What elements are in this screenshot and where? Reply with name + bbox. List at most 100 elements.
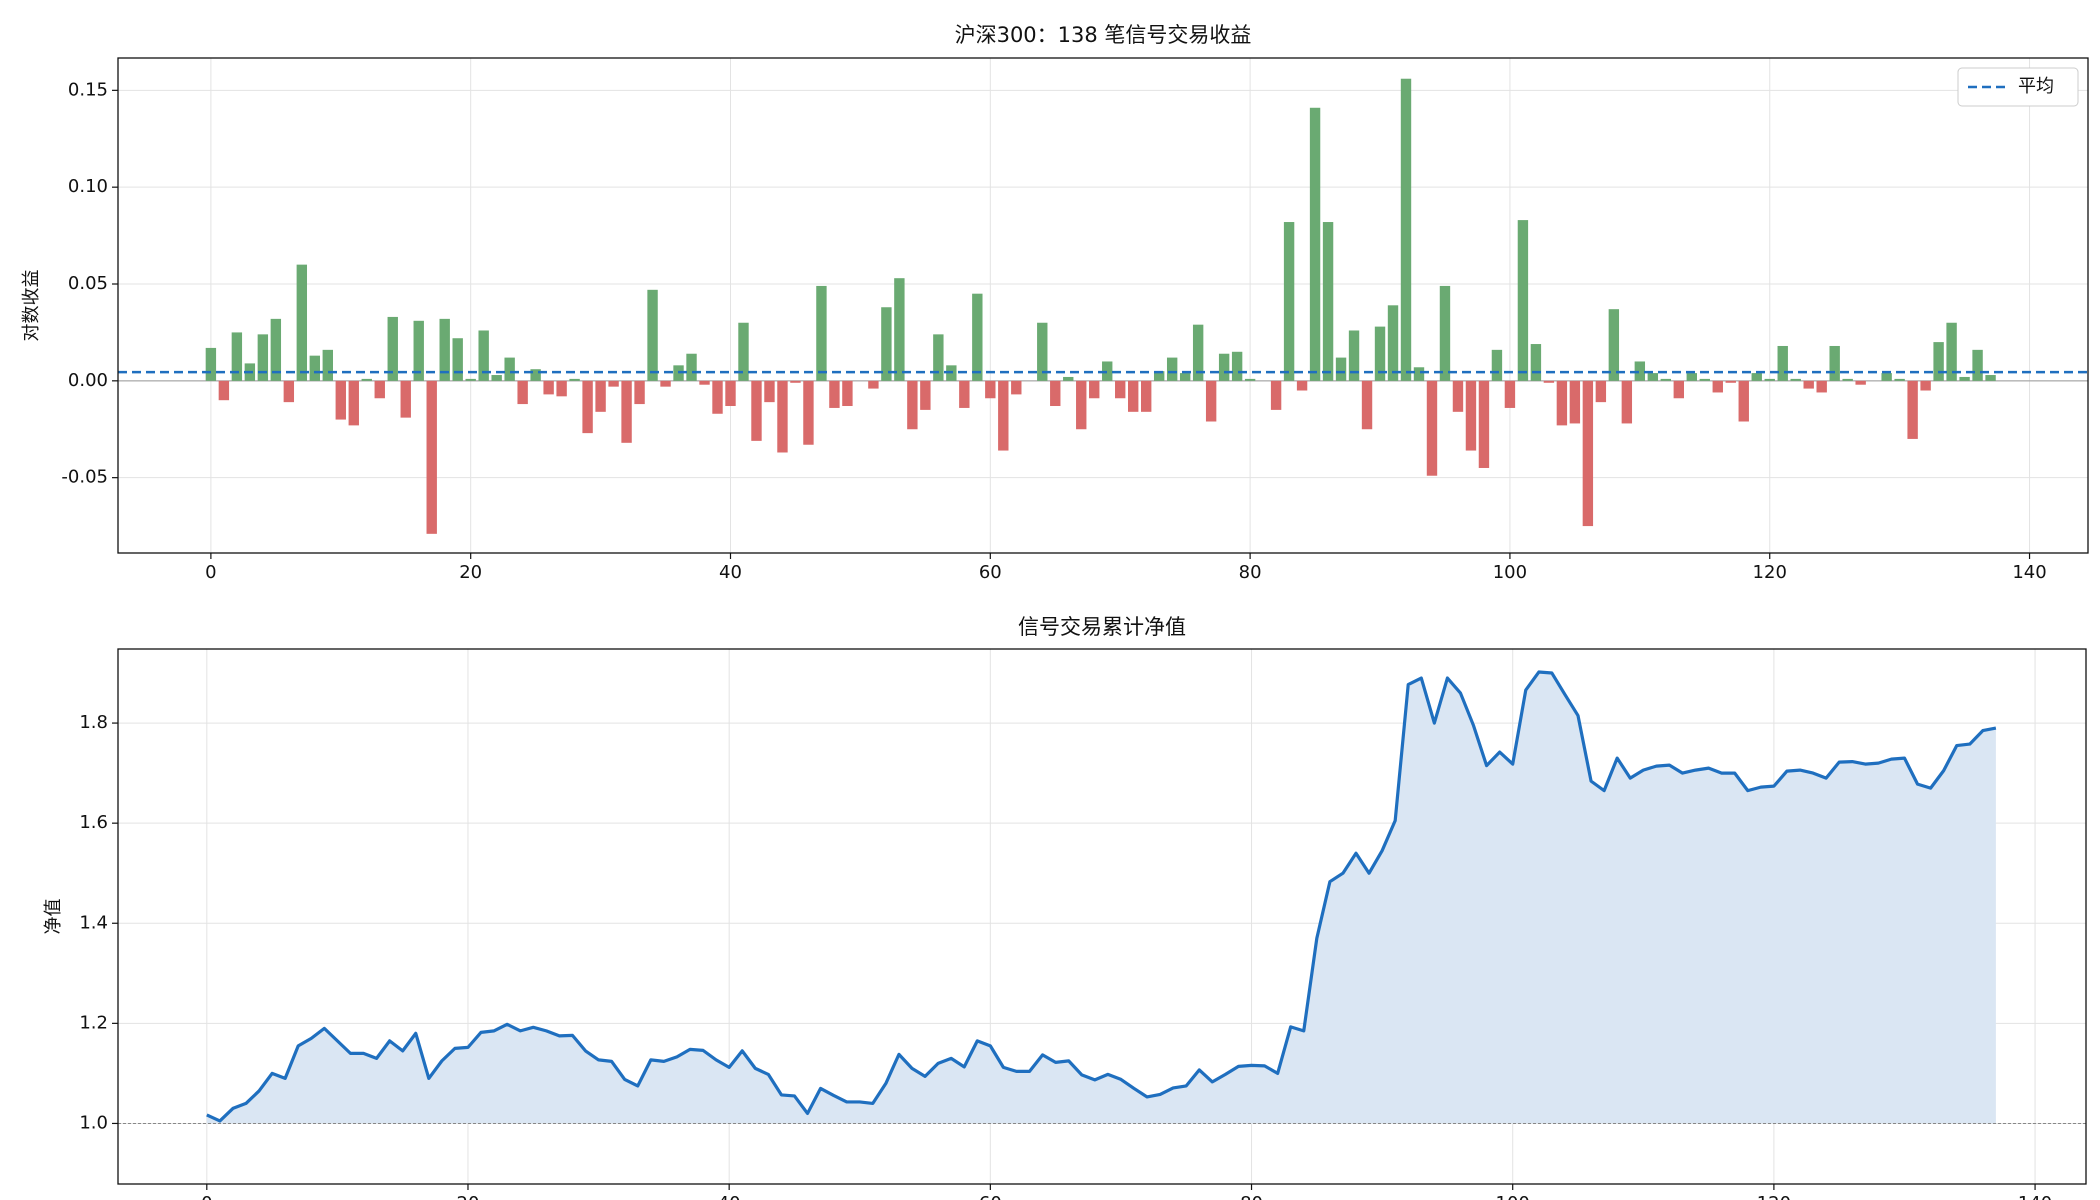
bar	[1322, 222, 1334, 381]
plot-frame	[117, 57, 2089, 554]
bar	[1829, 345, 1840, 381]
bar	[283, 380, 295, 403]
bar	[1803, 380, 1814, 389]
bar	[1361, 380, 1373, 430]
bar	[712, 380, 723, 414]
y-tick-label: 0.15	[68, 79, 108, 100]
area	[206, 672, 1996, 1124]
x-tick-label: 60	[979, 1193, 1002, 1200]
bar	[803, 380, 814, 445]
bar	[1569, 380, 1581, 424]
bar	[322, 349, 333, 381]
y-tick-label: 1.6	[79, 812, 108, 833]
bar	[1621, 380, 1633, 424]
bar	[725, 380, 736, 407]
bar	[1634, 361, 1646, 381]
bar	[491, 375, 502, 381]
bar	[257, 334, 269, 381]
bar	[1751, 373, 1762, 381]
bar	[1712, 380, 1723, 393]
bar	[894, 278, 905, 381]
bar	[1296, 380, 1308, 391]
bar	[569, 378, 580, 381]
bar	[1128, 380, 1139, 412]
bar	[439, 318, 450, 381]
bar	[1140, 380, 1152, 412]
bar	[1790, 378, 1801, 381]
bar	[1699, 378, 1710, 381]
legend-box	[1957, 67, 2079, 107]
bar	[1608, 309, 1620, 381]
bar	[1816, 380, 1827, 393]
bar	[933, 334, 944, 381]
bar	[1972, 349, 1983, 381]
bar	[1037, 322, 1048, 381]
bar	[764, 380, 775, 403]
x-tick-label: 100	[1493, 562, 1527, 583]
bar	[842, 380, 853, 407]
bar	[1387, 305, 1399, 381]
bar	[660, 380, 671, 387]
bar	[1946, 322, 1957, 381]
y-axis-label: 净值	[43, 899, 64, 935]
y-tick-label: 1.0	[79, 1112, 108, 1133]
x-tick-label: 140	[2018, 1193, 2052, 1200]
x-tick-label: 100	[1496, 1193, 1530, 1200]
bar	[907, 380, 918, 430]
bar	[1011, 380, 1022, 395]
bar	[608, 380, 619, 387]
bar	[1231, 351, 1243, 381]
bar	[1504, 380, 1516, 408]
y-tick-label: 1.2	[79, 1012, 108, 1033]
bar	[361, 378, 372, 381]
bar	[1920, 380, 1931, 391]
bar	[1063, 376, 1074, 381]
bar	[374, 380, 385, 399]
bar	[686, 353, 697, 381]
bar	[504, 357, 515, 381]
bar	[1050, 380, 1061, 407]
x-tick-label: 0	[201, 1193, 212, 1200]
bar	[790, 380, 801, 383]
bar	[998, 380, 1009, 451]
bar	[751, 380, 762, 441]
bar	[1647, 373, 1659, 381]
y-tick-label: -0.05	[61, 467, 108, 488]
bar	[1166, 357, 1178, 381]
y-tick-label: 0.10	[68, 176, 108, 197]
bar	[426, 380, 437, 534]
bar	[1881, 373, 1892, 381]
x-tick-label: 20	[459, 562, 482, 583]
bar	[1413, 367, 1425, 381]
bar	[1959, 376, 1970, 381]
bar	[1309, 107, 1321, 381]
bar	[1439, 285, 1451, 381]
x-tick-label: 0	[205, 562, 216, 583]
x-tick-label: 40	[718, 1193, 741, 1200]
bar	[829, 380, 840, 408]
bar	[1933, 342, 1944, 381]
legend: 平均	[1957, 67, 2079, 107]
bar	[1907, 380, 1918, 439]
line	[206, 670, 1997, 1123]
bar	[1777, 345, 1788, 381]
bar	[387, 316, 398, 381]
bar	[972, 293, 983, 381]
bar	[881, 307, 892, 381]
bar	[413, 320, 424, 381]
y-tick-label: 0.05	[68, 273, 108, 294]
bar	[777, 380, 788, 453]
bar	[959, 380, 970, 408]
bar	[1153, 371, 1165, 381]
bar	[205, 347, 217, 381]
legend-label: 平均	[2018, 76, 2054, 97]
bar	[1089, 380, 1100, 399]
bar	[1673, 380, 1684, 399]
y-tick-label: 0.00	[68, 370, 108, 391]
x-tick-label: 120	[1753, 562, 1787, 583]
bar	[296, 264, 308, 381]
chart-title: 信号交易累计净值	[1018, 615, 1186, 639]
y-tick-label: 1.4	[79, 912, 108, 933]
bar	[1115, 380, 1126, 399]
